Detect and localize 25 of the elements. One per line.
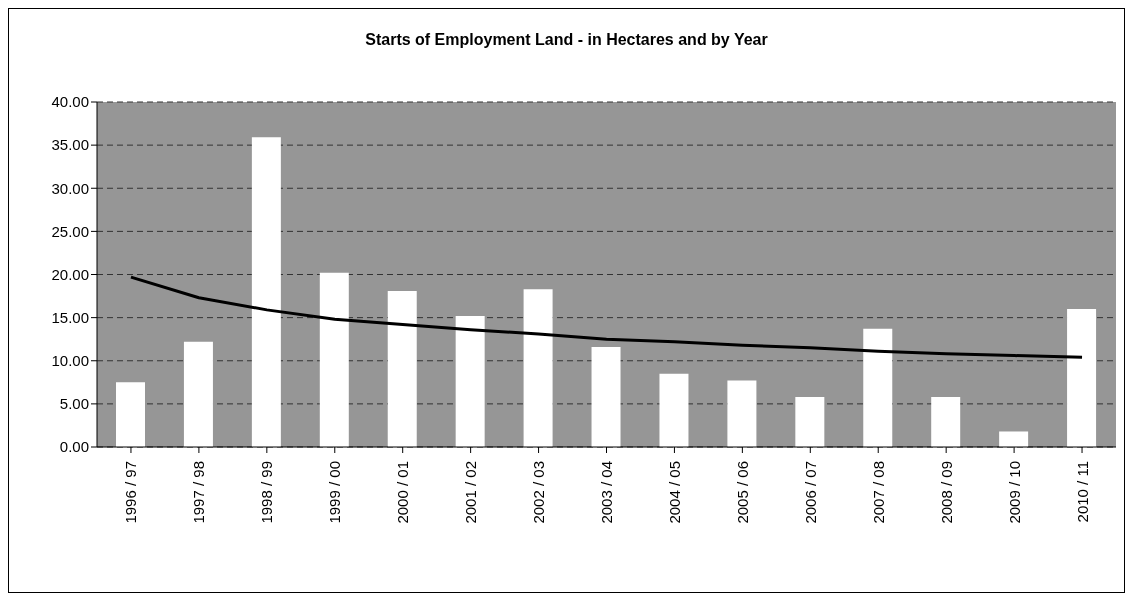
- y-tick-label: 35.00: [51, 136, 89, 154]
- y-tick-label: 30.00: [51, 179, 89, 197]
- x-tick-label: 2000 / 01: [394, 461, 412, 524]
- y-tick-label: 40.00: [51, 93, 89, 111]
- x-tick-label: 2005 / 06: [733, 461, 751, 524]
- x-tick-label: 1998 / 99: [258, 461, 276, 524]
- x-tick-label: 1996 / 97: [122, 461, 140, 524]
- y-tick-label: 0.00: [59, 438, 89, 456]
- y-tick-label: 20.00: [51, 265, 89, 283]
- x-tick-label: 2001 / 02: [462, 461, 480, 524]
- x-tick-label: 2004 / 05: [665, 461, 683, 524]
- chart-title: Starts of Employment Land - in Hectares and by Year: [364, 31, 769, 49]
- y-tick-label: 10.00: [51, 352, 89, 370]
- x-tick-label: 2003 / 04: [598, 461, 615, 524]
- y-tick-label: 5.00: [59, 395, 89, 413]
- x-tick-label: 2009 / 10: [1005, 461, 1023, 524]
- x-tick-label: 2007 / 08: [869, 461, 887, 524]
- x-tick-label: 1997 / 98: [190, 461, 208, 524]
- x-tick-label: 1999 / 00: [326, 461, 344, 524]
- x-tick-label: 2006 / 07: [801, 461, 819, 524]
- y-tick-label: 15.00: [51, 308, 89, 326]
- x-tick-label: 2010 / 11: [1073, 461, 1091, 523]
- y-tick-label: 25.00: [51, 222, 89, 240]
- x-tick-label: 2002 / 03: [530, 461, 548, 524]
- x-tick-label: 2008 / 09: [937, 461, 955, 524]
